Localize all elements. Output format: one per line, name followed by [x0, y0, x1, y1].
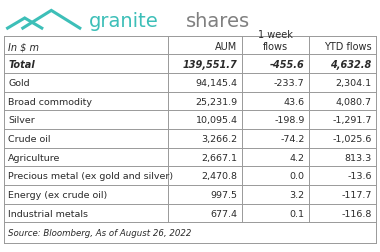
Text: In $ m: In $ m — [8, 42, 40, 52]
Text: 25,231.9: 25,231.9 — [195, 97, 238, 106]
Text: 2,667.1: 2,667.1 — [201, 153, 238, 162]
Text: 4.2: 4.2 — [290, 153, 305, 162]
Text: YTD flows: YTD flows — [324, 42, 372, 52]
Text: -1,291.7: -1,291.7 — [332, 116, 372, 125]
Text: -116.8: -116.8 — [341, 209, 372, 218]
Text: 1 week
flows: 1 week flows — [258, 30, 293, 52]
Text: 10,095.4: 10,095.4 — [196, 116, 238, 125]
Text: Broad commodity: Broad commodity — [8, 97, 92, 106]
Text: Source: Bloomberg, As of August 26, 2022: Source: Bloomberg, As of August 26, 2022 — [8, 228, 192, 237]
Text: 4,632.8: 4,632.8 — [330, 59, 372, 69]
Text: 997.5: 997.5 — [211, 190, 238, 199]
Text: -198.9: -198.9 — [274, 116, 305, 125]
Text: -13.6: -13.6 — [347, 172, 372, 180]
Text: Gold: Gold — [8, 79, 30, 87]
Text: 2,304.1: 2,304.1 — [336, 79, 372, 87]
Text: Precious metal (ex gold and silver): Precious metal (ex gold and silver) — [8, 172, 174, 180]
Text: granite: granite — [89, 12, 159, 31]
Text: -455.6: -455.6 — [270, 59, 305, 69]
Text: Industrial metals: Industrial metals — [8, 209, 89, 218]
Text: 813.3: 813.3 — [344, 153, 372, 162]
Text: -74.2: -74.2 — [280, 134, 305, 143]
Text: 2,470.8: 2,470.8 — [201, 172, 238, 180]
Text: 0.0: 0.0 — [290, 172, 305, 180]
Text: 94,145.4: 94,145.4 — [196, 79, 238, 87]
Text: -1,025.6: -1,025.6 — [332, 134, 372, 143]
Text: Silver: Silver — [8, 116, 35, 125]
Text: 139,551.7: 139,551.7 — [183, 59, 238, 69]
Text: 677.4: 677.4 — [211, 209, 238, 218]
Text: 3.2: 3.2 — [290, 190, 305, 199]
Text: Energy (ex crude oil): Energy (ex crude oil) — [8, 190, 108, 199]
Text: Total: Total — [8, 59, 35, 69]
Text: -117.7: -117.7 — [341, 190, 372, 199]
Text: Agriculture: Agriculture — [8, 153, 61, 162]
Text: shares: shares — [186, 12, 250, 31]
Text: 4,080.7: 4,080.7 — [336, 97, 372, 106]
Text: Crude oil: Crude oil — [8, 134, 51, 143]
Text: -233.7: -233.7 — [274, 79, 305, 87]
Text: AUM: AUM — [215, 42, 238, 52]
Text: 3,266.2: 3,266.2 — [201, 134, 238, 143]
Text: 0.1: 0.1 — [290, 209, 305, 218]
Text: 43.6: 43.6 — [283, 97, 305, 106]
